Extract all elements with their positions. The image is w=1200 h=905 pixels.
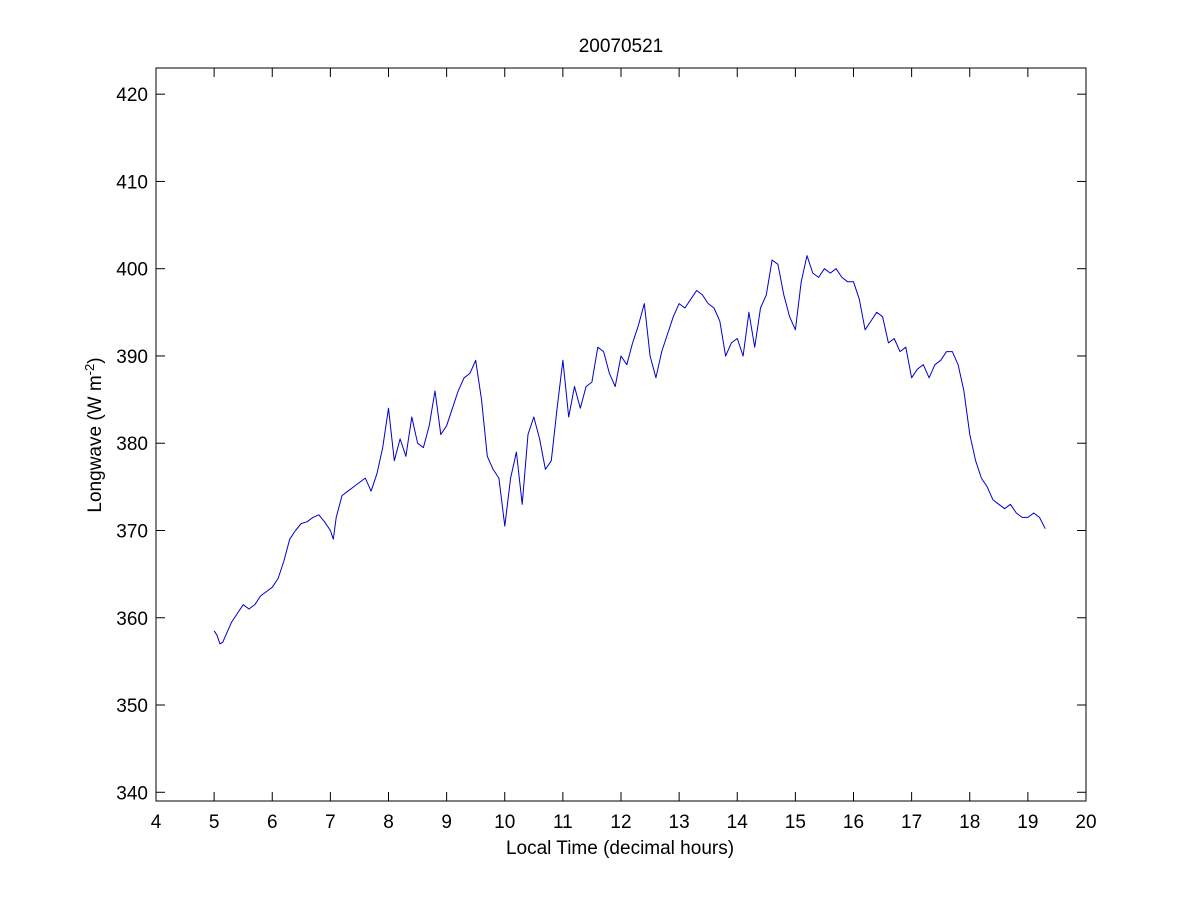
x-tick-label: 14	[727, 812, 749, 833]
y-axis-label-main: Longwave (W m	[85, 375, 106, 512]
chart-title: 20070521	[579, 36, 664, 57]
y-tick-label: 390	[116, 347, 148, 368]
y-tick-label: 360	[116, 609, 148, 630]
x-tick-label: 15	[785, 812, 806, 833]
plot-area	[155, 67, 1087, 802]
y-tick-label: 350	[116, 696, 148, 717]
x-tick-label: 7	[325, 812, 336, 833]
x-axis-label: Local Time (decimal hours)	[506, 838, 734, 859]
x-axis-ticks: 4 5 6 7 8 9 10 11 12 13 14 15 16 17 18 19 20	[151, 68, 1097, 833]
x-tick-label: 17	[901, 812, 922, 833]
x-tick-label: 20	[1075, 812, 1096, 833]
x-tick-label: 4	[151, 812, 162, 833]
x-tick-label: 6	[267, 812, 278, 833]
series-group	[213, 255, 1046, 645]
y-tick-label: 400	[116, 260, 148, 281]
x-tick-label: 10	[494, 812, 515, 833]
x-tick-label: 11	[553, 812, 573, 833]
x-tick-label: 9	[441, 812, 452, 833]
y-axis-ticks: 340 350 360 370 380 390 400 410 420	[116, 85, 1086, 804]
y-tick-label: 380	[116, 434, 148, 455]
y-tick-label: 420	[116, 85, 148, 106]
x-tick-label: 19	[1017, 812, 1038, 833]
y-axis-label: Longwave (W m-2)	[82, 357, 107, 512]
x-tick-label: 12	[610, 812, 631, 833]
x-tick-label: 5	[209, 812, 220, 833]
y-tick-label: 340	[116, 783, 148, 804]
x-tick-label: 16	[843, 812, 864, 833]
y-axis-label-close: )	[85, 357, 106, 363]
x-tick-label: 13	[669, 812, 690, 833]
y-tick-label: 370	[116, 521, 148, 542]
x-tick-label: 18	[959, 812, 980, 833]
x-tick-label: 8	[383, 812, 394, 833]
y-tick-label: 410	[116, 172, 148, 193]
series-line-0	[213, 255, 1046, 645]
y-axis-label-superscript: -2	[82, 364, 97, 376]
